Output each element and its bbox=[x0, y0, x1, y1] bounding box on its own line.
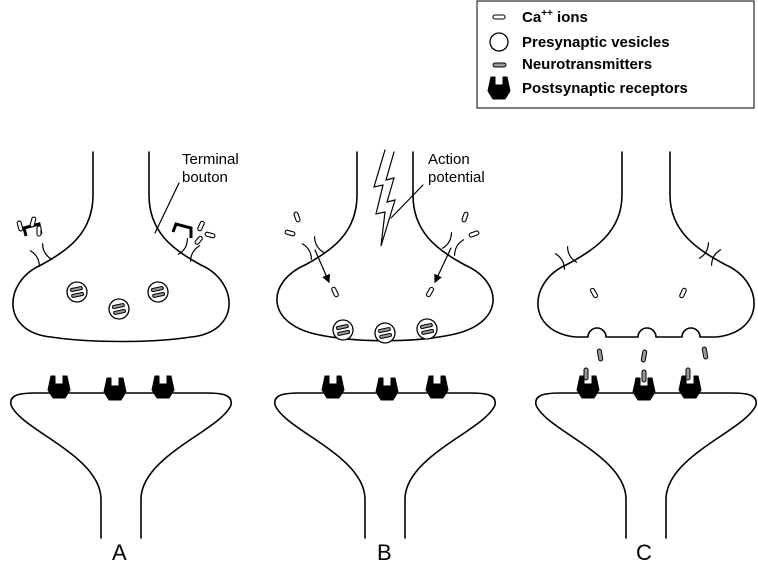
vesicle-icon bbox=[66, 281, 88, 303]
ca-ion-icon bbox=[461, 211, 469, 223]
legend-vesicles: Presynaptic vesicles bbox=[522, 34, 670, 51]
neurotransmitter-icon bbox=[640, 349, 648, 363]
postsynaptic-cell bbox=[9, 392, 233, 539]
panel-a bbox=[9, 151, 233, 539]
legend-neurotransmitters: Neurotransmitters bbox=[522, 56, 652, 73]
ca-ion-icon bbox=[425, 286, 435, 298]
panel-label-b: B bbox=[377, 540, 392, 565]
ca-ion-icon bbox=[293, 211, 301, 223]
lightning-bolt-icon bbox=[373, 149, 396, 247]
ca-ion-icon bbox=[204, 231, 216, 239]
presynaptic-terminal bbox=[537, 151, 755, 338]
vesicle-icon bbox=[489, 32, 509, 52]
panel-b bbox=[273, 149, 497, 539]
receptor-icon bbox=[47, 375, 71, 399]
vesicle-icon bbox=[147, 281, 169, 303]
action-leader-line bbox=[390, 184, 424, 219]
receptor-icon bbox=[375, 377, 399, 401]
postsynaptic-cell bbox=[273, 392, 497, 539]
action-label-line1: Action bbox=[428, 151, 470, 168]
neurotransmitter-icon bbox=[685, 367, 691, 381]
terminal-leader-line bbox=[154, 182, 180, 234]
ca-ion-icon bbox=[492, 14, 506, 20]
ion-influx-arrow bbox=[314, 249, 330, 284]
ca-ion-icon bbox=[36, 225, 42, 237]
legend-ca-ions: Ca++ ions bbox=[522, 8, 588, 26]
ca-ion-icon bbox=[29, 216, 37, 228]
terminal-label-line2: bouton bbox=[182, 169, 228, 186]
ca-ion-icon bbox=[679, 287, 687, 299]
ca-ion-icon bbox=[284, 229, 296, 237]
ca-channel-icon bbox=[698, 242, 722, 266]
legend-receptors: Postsynaptic receptors bbox=[522, 80, 688, 97]
ca-ion-icon bbox=[468, 230, 480, 238]
action-label-line2: potential bbox=[428, 169, 485, 186]
postsynaptic-cell bbox=[534, 392, 758, 539]
receptor-icon bbox=[321, 375, 345, 399]
ca-ion-icon bbox=[194, 235, 203, 245]
neurotransmitter-icon bbox=[701, 346, 709, 360]
panel-c bbox=[534, 151, 758, 539]
ca-ion-icon bbox=[331, 286, 339, 298]
ca-channel-icon bbox=[29, 243, 53, 267]
neurotransmitter-icon bbox=[492, 62, 507, 68]
neurotransmitter-icon bbox=[583, 367, 589, 381]
terminal-label-line1: Terminal bbox=[182, 151, 239, 168]
receptor-icon bbox=[103, 377, 127, 401]
ca-ion-icon bbox=[589, 287, 599, 299]
legend: Ca++ ions Presynaptic vesicles Neurotran… bbox=[476, 0, 755, 109]
ca-ion-icon bbox=[197, 220, 205, 232]
neurotransmitter-icon bbox=[596, 348, 604, 362]
legend-box bbox=[476, 0, 755, 109]
vesicle-icon bbox=[374, 322, 396, 344]
panel-label-a: A bbox=[112, 540, 127, 565]
receptor-icon bbox=[151, 375, 175, 399]
ion-influx-arrow bbox=[434, 247, 452, 284]
ca-ion-icon bbox=[16, 220, 24, 232]
neurotransmitter-icon bbox=[641, 369, 647, 383]
vesicle-icon bbox=[332, 319, 354, 341]
vesicle-icon bbox=[108, 298, 130, 320]
ca-channel-icon bbox=[554, 246, 578, 270]
panel-label-c: C bbox=[636, 540, 652, 565]
receptor-icon bbox=[425, 375, 449, 399]
channel-gate-icon bbox=[171, 222, 193, 238]
vesicle-icon bbox=[416, 318, 438, 340]
ca-channel-icon bbox=[441, 232, 465, 256]
